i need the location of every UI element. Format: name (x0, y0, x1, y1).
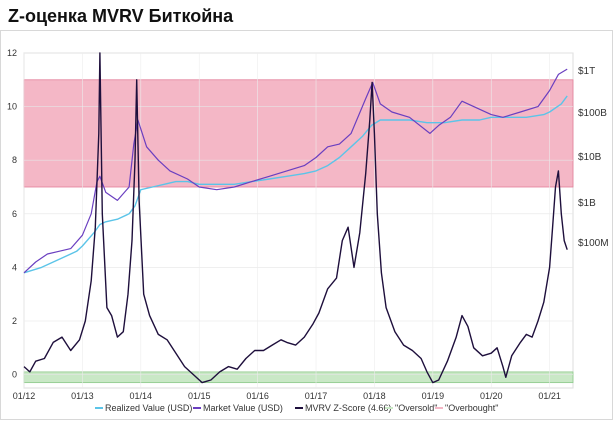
y-tick-label: 8 (12, 155, 17, 165)
right-tick-label: $1T (578, 66, 595, 77)
legend-label: MVRV Z-Score (4.66) (305, 403, 391, 413)
chart-frame (0, 30, 613, 420)
band-oversold (23, 371, 574, 384)
y-tick-label: 4 (12, 262, 17, 272)
right-tick-label: $10B (578, 152, 602, 163)
y-tick-label: 6 (12, 209, 17, 219)
x-tick-label: 01/13 (71, 391, 94, 401)
x-tick-label: 01/12 (13, 391, 36, 401)
series-realized-value (23, 95, 568, 274)
y-tick-label: 12 (7, 48, 17, 58)
series-market-value (23, 68, 568, 274)
legend-label: Realized Value (USD) (105, 403, 192, 413)
y-tick-label: 10 (7, 102, 17, 112)
series-mvrv-zscore (23, 52, 568, 384)
band-overbought (23, 79, 574, 188)
x-tick-label: 01/15 (188, 391, 211, 401)
chart-title: Z-оценка MVRV Биткойна (8, 6, 234, 26)
x-tick-label: 01/20 (480, 391, 503, 401)
x-tick-label: 01/19 (422, 391, 445, 401)
legend-label: "Overbought" (445, 403, 498, 413)
x-tick-label: 01/21 (538, 391, 561, 401)
x-tick-label: 01/18 (363, 391, 386, 401)
x-tick-label: 01/17 (305, 391, 328, 401)
legend-label: "Oversold" (395, 403, 437, 413)
x-tick-label: 01/16 (246, 391, 269, 401)
y-tick-label: 2 (12, 316, 17, 326)
right-tick-label: $1B (578, 198, 596, 209)
x-tick-label: 01/14 (130, 391, 153, 401)
y-tick-label: 0 (12, 370, 17, 380)
right-tick-label: $100B (578, 108, 607, 119)
right-tick-label: $100M (578, 238, 609, 249)
legend-label: Market Value (USD) (203, 403, 283, 413)
